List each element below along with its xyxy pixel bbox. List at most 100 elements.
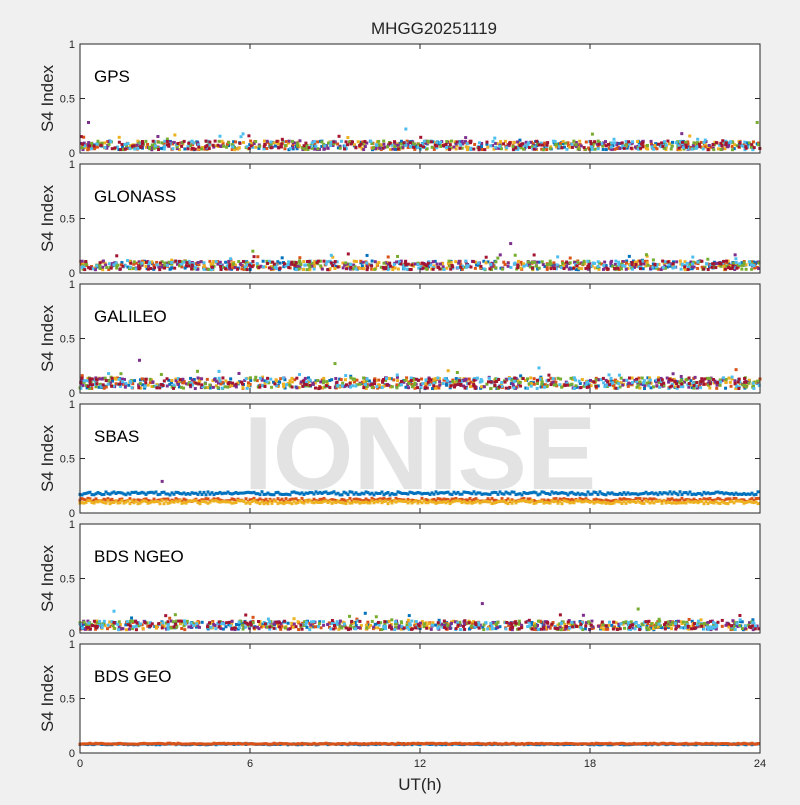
- data-point: [602, 268, 605, 271]
- data-point: [317, 387, 320, 390]
- data-point: [731, 376, 734, 379]
- data-point: [218, 140, 221, 143]
- data-point: [200, 377, 203, 380]
- data-point: [517, 260, 520, 263]
- data-point: [670, 148, 673, 151]
- data-point: [105, 266, 108, 269]
- data-point: [121, 265, 124, 268]
- data-point: [173, 133, 176, 136]
- data-point: [102, 383, 105, 386]
- data-point: [341, 382, 344, 385]
- data-point: [347, 252, 350, 255]
- data-point: [672, 262, 675, 265]
- data-point: [151, 381, 154, 384]
- data-point: [256, 626, 259, 629]
- data-point: [602, 377, 605, 380]
- data-point: [712, 148, 715, 151]
- data-point: [180, 145, 183, 148]
- data-point: [562, 140, 565, 143]
- data-point: [404, 379, 407, 382]
- data-point: [275, 379, 278, 382]
- data-point: [129, 262, 132, 265]
- data-point: [127, 142, 130, 145]
- data-point: [535, 140, 538, 143]
- data-point: [519, 385, 522, 388]
- data-point: [340, 378, 343, 381]
- data-point: [643, 502, 646, 505]
- data-point: [282, 385, 285, 388]
- data-point: [306, 260, 309, 263]
- data-point: [678, 147, 681, 150]
- data-point: [494, 266, 497, 269]
- data-point: [334, 377, 337, 380]
- data-point: [565, 148, 568, 151]
- data-point: [187, 625, 190, 628]
- data-point: [597, 493, 600, 496]
- data-point: [305, 626, 308, 629]
- data-point: [586, 386, 589, 389]
- data-point: [308, 268, 311, 271]
- data-point: [546, 144, 549, 147]
- data-point: [579, 386, 582, 389]
- data-point: [734, 382, 737, 385]
- data-point: [258, 386, 261, 389]
- data-point: [364, 383, 367, 386]
- data-point: [242, 260, 245, 263]
- data-point: [496, 257, 499, 260]
- data-point: [575, 143, 578, 146]
- data-point: [499, 140, 502, 143]
- data-point: [176, 383, 179, 386]
- data-point: [163, 267, 166, 270]
- data-point: [472, 383, 475, 386]
- data-point: [381, 386, 384, 389]
- data-point: [94, 268, 97, 271]
- data-point: [133, 379, 136, 382]
- data-point: [291, 140, 294, 143]
- data-point: [538, 143, 541, 146]
- data-point: [409, 141, 412, 144]
- data-point: [610, 141, 613, 144]
- data-point: [639, 260, 642, 263]
- data-point: [603, 385, 606, 388]
- data-point: [430, 140, 433, 143]
- data-point: [341, 384, 344, 387]
- data-point: [543, 623, 546, 626]
- data-point: [99, 261, 102, 264]
- data-point: [325, 380, 328, 383]
- data-point: [263, 385, 266, 388]
- data-point: [210, 263, 213, 266]
- data-point: [254, 146, 257, 149]
- data-point: [258, 623, 261, 626]
- data-point: [269, 378, 272, 381]
- data-point: [179, 378, 182, 381]
- data-point: [183, 140, 186, 143]
- data-point: [492, 140, 495, 143]
- data-point: [369, 140, 372, 143]
- data-point: [743, 381, 746, 384]
- data-point: [623, 147, 626, 150]
- data-point: [302, 268, 305, 271]
- data-point: [757, 497, 760, 500]
- data-point: [419, 144, 422, 147]
- data-point: [520, 144, 523, 147]
- data-point: [621, 141, 624, 144]
- data-point: [314, 145, 317, 148]
- data-point: [392, 378, 395, 381]
- data-point: [121, 380, 124, 383]
- data-point: [617, 261, 620, 264]
- data-point: [287, 622, 290, 625]
- data-point: [445, 143, 448, 146]
- data-point: [304, 377, 307, 380]
- data-point: [620, 267, 623, 270]
- data-point: [338, 135, 341, 138]
- data-point: [163, 502, 166, 505]
- data-point: [738, 378, 741, 381]
- data-point: [750, 143, 753, 146]
- data-point: [431, 387, 434, 390]
- data-point: [156, 135, 159, 138]
- data-point: [130, 616, 133, 619]
- data-point: [439, 145, 442, 148]
- data-point: [639, 380, 642, 383]
- data-point: [328, 386, 331, 389]
- data-point: [242, 141, 245, 144]
